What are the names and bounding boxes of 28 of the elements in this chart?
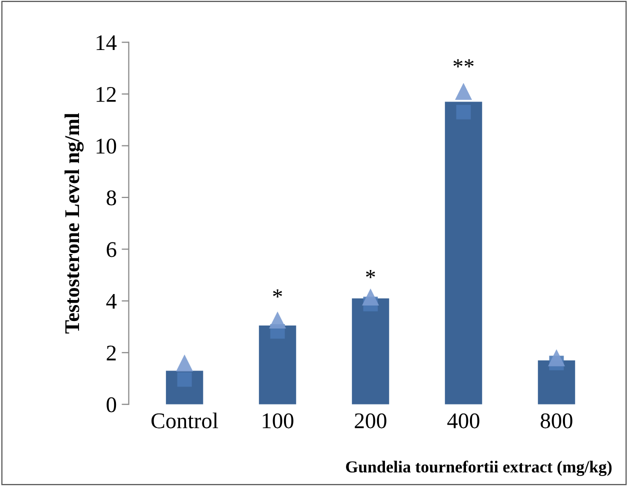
point [548, 349, 566, 366]
point [456, 104, 471, 120]
bar [352, 298, 390, 404]
bar [258, 325, 296, 404]
point [269, 312, 286, 329]
point [455, 82, 472, 100]
y-tick-label: 12 [96, 87, 116, 102]
y-tick-label: 8 [106, 190, 116, 206]
y-tick-label: 2 [106, 346, 116, 360]
y-axis-title: Testosterone Level ng/ml [64, 113, 84, 334]
x-tick-label: 400 [447, 413, 480, 428]
y-tick-label: 14 [96, 35, 117, 50]
annotation: ** [453, 59, 474, 68]
y-tick-label: 0 [106, 397, 116, 412]
x-tick-label: Control [151, 412, 218, 428]
annotation: * [366, 270, 376, 278]
x-tick-label: 200 [354, 413, 386, 428]
bar [444, 102, 482, 404]
annotation: * [273, 289, 282, 298]
point [177, 372, 192, 387]
point [362, 288, 380, 306]
point [176, 354, 194, 372]
y-tick-label: 6 [106, 242, 116, 258]
x-axis-title: Gundelia tournefortii extract (mg/kg) [346, 460, 612, 476]
x-tick-label: 800 [540, 413, 572, 428]
x-tick-label: 100 [262, 413, 294, 428]
y-tick-label: 4 [106, 294, 117, 309]
y-tick-label: 10 [96, 138, 116, 154]
